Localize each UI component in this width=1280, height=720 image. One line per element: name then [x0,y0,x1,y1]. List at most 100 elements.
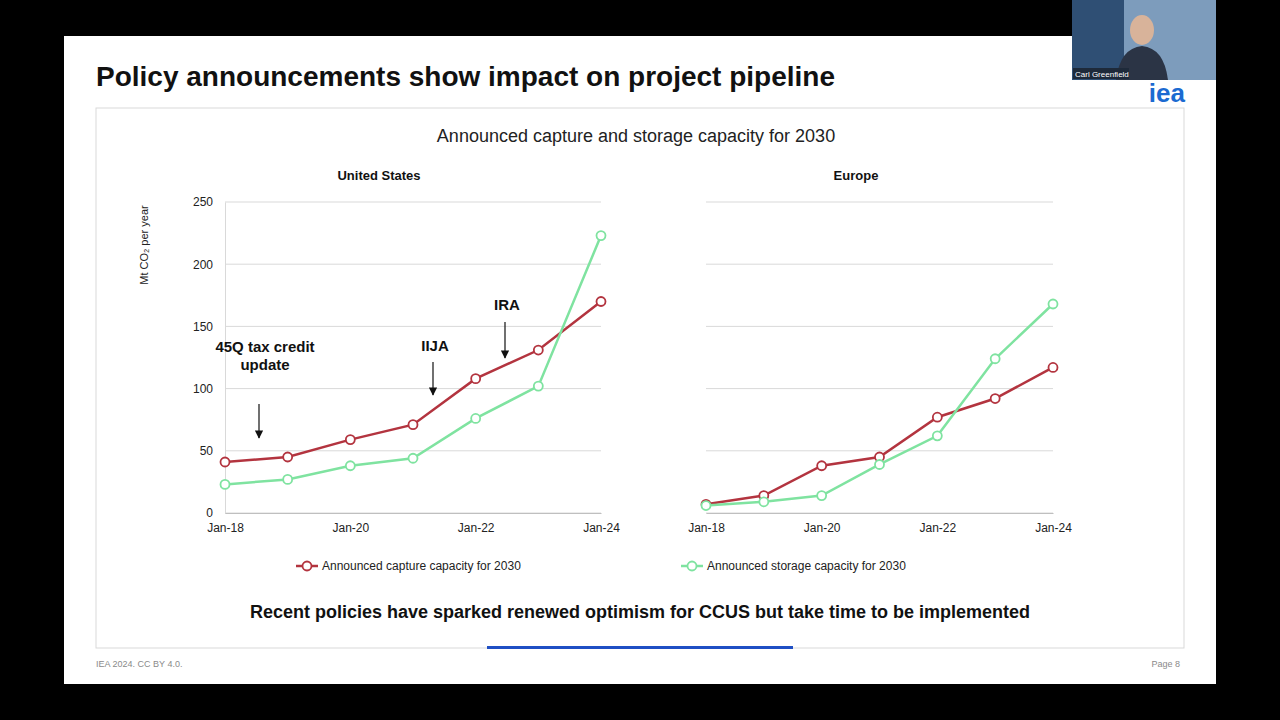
annotation: IRA [494,296,520,313]
series-line [225,302,601,462]
series-marker [346,435,355,444]
x-tick-label: Jan-18 [688,521,725,535]
webcam-frame [1072,0,1216,80]
panel-title: Europe [834,168,879,183]
x-axis: Jan-18 Jan-20 Jan-22 Jan-24 [688,513,1072,535]
plot-marks [702,300,1058,511]
annotation-arrow [258,404,259,438]
webcam: Carl Greenfield [1072,0,1216,80]
x-tick: Jan-20 [332,513,369,535]
y-axis: 0 50 100 150 200 250 [193,195,226,520]
grid-line [706,388,1053,389]
series-marker [875,460,884,469]
annotation-arrow [504,322,505,358]
page-number: Page 8 [1151,659,1180,669]
grid-line [706,513,1053,514]
legend-marker [688,562,697,571]
presenter-name: Carl Greenfield [1075,70,1129,79]
series-marker [933,413,942,422]
grid-line [706,450,1053,451]
series-marker [283,475,292,484]
x-tick-label: Jan-24 [583,521,620,535]
series-marker [1049,363,1058,372]
legend-marker [303,562,312,571]
series-marker [471,414,480,423]
panel: United States 0 50 100 150 200 250 Jan-18 Jan-20… [138,168,620,535]
legend-entry: Announced storage capacity for 2030 [681,559,906,573]
grid [706,202,1053,513]
y-tick: 0 [206,506,225,520]
series-line [225,236,601,485]
panel: Europe Jan-18 Jan-20 Jan-22 Jan-24 [688,168,1072,535]
y-tick-label: 50 [200,444,214,458]
y-axis-title: Mt CO₂ per year [138,205,150,285]
x-tick-label: Jan-22 [458,521,495,535]
series-marker [534,382,543,391]
annotation-line: 45Q tax credit [215,338,314,355]
grid-line [225,513,601,514]
annotation-line: IRA [494,296,520,313]
grid-line [225,326,601,327]
annotation: 45Q tax creditupdate [215,338,314,373]
y-tick: 150 [193,320,225,334]
series-marker [597,297,606,306]
series-marker [471,374,480,383]
x-tick: Jan-18 [207,513,244,535]
series-marker [991,394,1000,403]
slide [64,36,1216,684]
y-tick-label: 200 [193,258,213,272]
presenter-patch [1073,68,1129,79]
grid [225,202,601,513]
series-line [706,367,1053,504]
y-tick: 100 [193,382,225,396]
caption: Recent policies have sparked renewed opt… [250,602,1030,622]
y-tick: 50 [200,444,225,458]
x-axis: Jan-18 Jan-20 Jan-22 Jan-24 [207,513,620,535]
y-tick-label: 250 [193,195,213,209]
accent-bar [487,646,793,649]
grid-line [706,202,1053,203]
series-marker [346,461,355,470]
plot-marks [221,231,606,489]
legend-entry: Announced capture capacity for 2030 [296,559,521,573]
series-marker [283,453,292,462]
grid-line [225,388,601,389]
webcam-person-head [1130,15,1154,45]
x-tick-label: Jan-24 [1035,521,1072,535]
panel-title: United States [337,168,420,183]
series-marker [597,231,606,240]
annotation-line: update [240,356,289,373]
annotation-arrow [432,362,433,395]
series-line [706,304,1053,506]
legend-label: Announced capture capacity for 2030 [322,559,521,573]
series-marker [221,457,230,466]
slide-title: Policy announcements show impact on proj… [96,61,835,92]
annotation-line: IIJA [421,337,449,354]
x-axis-line [707,513,1054,514]
x-tick: Jan-22 [919,513,956,535]
credit: IEA 2024. CC BY 4.0. [96,659,182,669]
grid-line [706,264,1053,265]
series-marker [409,454,418,463]
x-tick: Jan-20 [804,513,841,535]
series-marker [817,491,826,500]
grid-line [706,326,1053,327]
series-marker [702,501,711,510]
y-tick-label: 0 [206,506,213,520]
series-marker [759,497,768,506]
x-tick-label: Jan-18 [207,521,244,535]
x-axis-line [226,513,602,514]
series-marker [534,346,543,355]
series-marker [221,480,230,489]
chart-title: Announced capture and storage capacity f… [437,126,835,146]
x-tick-label: Jan-20 [332,521,369,535]
y-tick-label: 100 [193,382,213,396]
y-tick-label: 150 [193,320,213,334]
series-marker [409,420,418,429]
x-tick-label: Jan-20 [804,521,841,535]
series-marker [817,461,826,470]
x-tick: Jan-24 [583,513,620,535]
chart-frame [96,108,1184,648]
x-tick: Jan-22 [458,513,495,535]
background [0,0,1280,720]
